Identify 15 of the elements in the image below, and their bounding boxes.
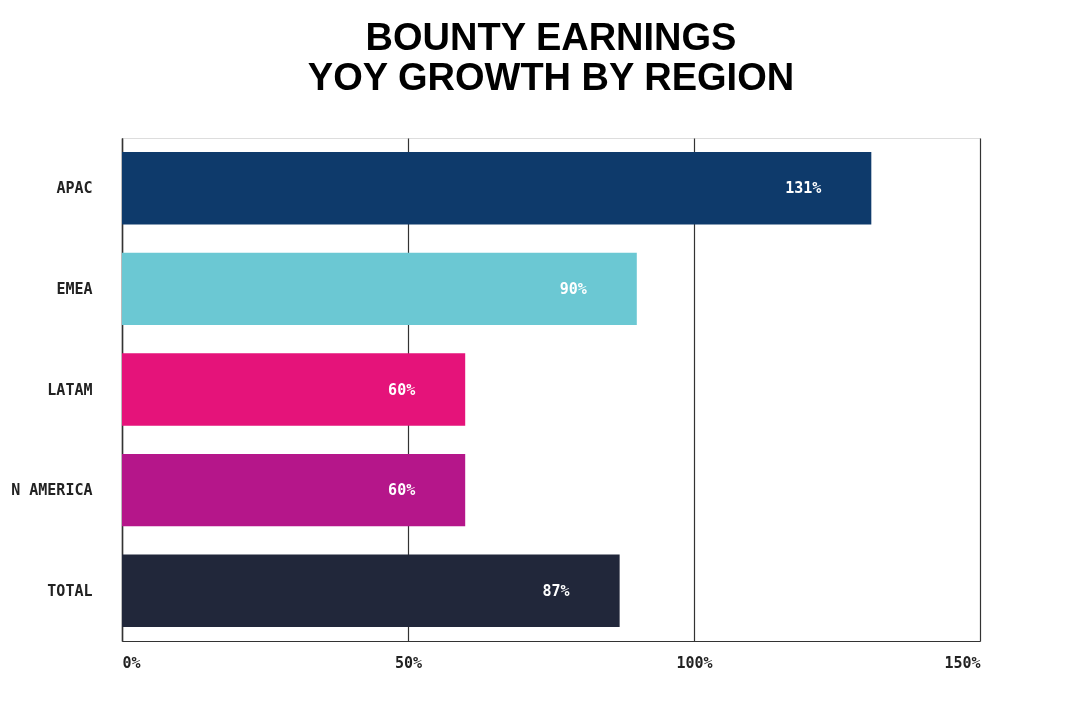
- y-tick-label: LATAM: [47, 380, 93, 399]
- data-label: 60%: [388, 481, 416, 500]
- x-tick-label: 150%: [944, 653, 981, 672]
- y-tick-label: APAC: [56, 179, 93, 198]
- x-tick-label: 0%: [122, 653, 141, 672]
- data-label: 87%: [542, 581, 570, 600]
- x-tick-label: 50%: [394, 653, 423, 672]
- y-tick-label: EMEA: [56, 279, 93, 298]
- x-tick-label: 100%: [676, 653, 713, 672]
- data-label: 90%: [559, 279, 587, 298]
- y-tick-label: N AMERICA: [11, 481, 93, 500]
- data-label: 131%: [785, 179, 822, 198]
- data-label: 60%: [388, 380, 416, 399]
- y-tick-label: TOTAL: [47, 581, 93, 600]
- chart-title: BOUNTY EARNINGS YOY GROWTH BY REGION: [307, 16, 795, 98]
